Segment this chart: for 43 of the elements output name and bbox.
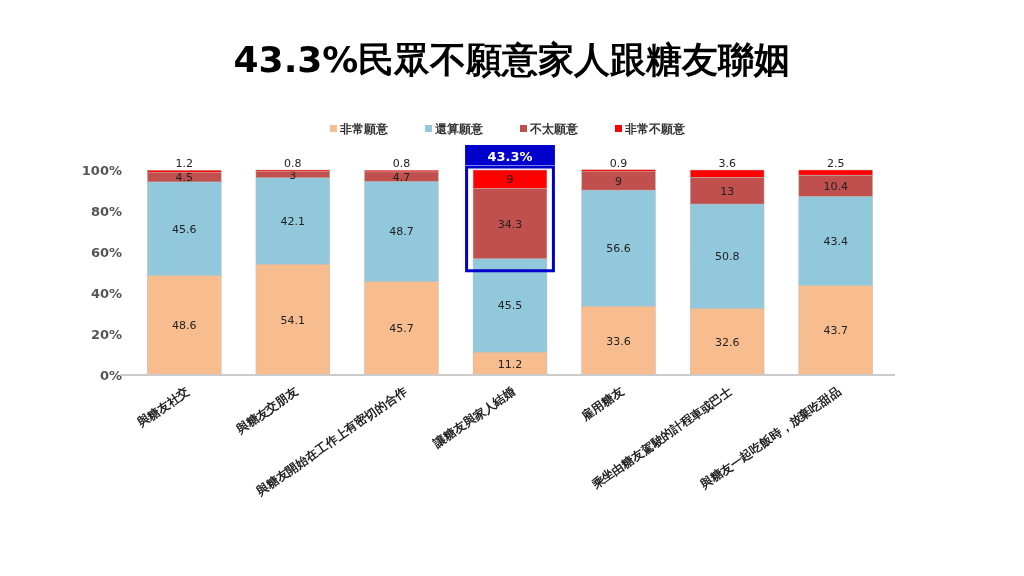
y-tick-label: 60% [90, 245, 122, 260]
data-label: 48.6 [172, 319, 197, 333]
y-tick-label: 40% [90, 286, 122, 301]
data-label: 9 [615, 174, 623, 188]
data-label: 56.6 [606, 242, 631, 256]
data-label: 2.5 [826, 157, 845, 170]
data-label: 42.1 [280, 214, 306, 228]
data-label: 11.2 [497, 357, 523, 371]
x-tick-label: 讓糖友與家人結婚 [430, 383, 518, 452]
data-label: 45.5 [497, 299, 523, 313]
data-label: 43.4 [823, 234, 848, 248]
chart-title: 43.3%民眾不願意家人跟糖友聯姻 [233, 39, 791, 80]
legend-label: 非常不願意 [624, 122, 686, 136]
data-label: 33.6 [606, 334, 631, 348]
data-label: 45.7 [389, 322, 414, 336]
data-label: 0.8 [284, 157, 302, 170]
data-label: 32.6 [714, 335, 740, 349]
y-tick-label: 100% [81, 163, 122, 178]
legend-label: 不太願意 [529, 122, 579, 136]
annotation: 43.3% [487, 149, 533, 164]
y-tick-label: 20% [90, 327, 122, 342]
data-label: 54.1 [280, 313, 306, 327]
data-label: 4.7 [392, 170, 411, 184]
data-label: 3.6 [718, 157, 736, 170]
x-tick-label: 與糖友交朋友 [232, 383, 301, 438]
data-label: 0.8 [392, 157, 411, 171]
x-tick-label: 雇用糖友 [578, 383, 627, 424]
data-label: 43.7 [823, 324, 848, 338]
data-label: 45.6 [172, 222, 197, 236]
data-label: 34.3 [497, 217, 523, 231]
y-tick-label: 80% [90, 204, 122, 219]
data-label: 13 [720, 184, 735, 198]
data-label: 48.7 [389, 225, 414, 239]
y-tick-label: 0% [99, 368, 122, 383]
legend-label: 非常願意 [339, 122, 389, 136]
data-label: 50.8 [714, 250, 740, 264]
data-label: 9 [506, 173, 514, 187]
legend-label: 還算願意 [434, 122, 484, 136]
data-label: 1.2 [175, 157, 194, 171]
data-label: 4.5 [175, 171, 194, 185]
data-label: 10.4 [823, 179, 848, 193]
x-tick-label: 與糖友社交 [134, 383, 193, 431]
data-label: 0.9 [609, 156, 628, 170]
